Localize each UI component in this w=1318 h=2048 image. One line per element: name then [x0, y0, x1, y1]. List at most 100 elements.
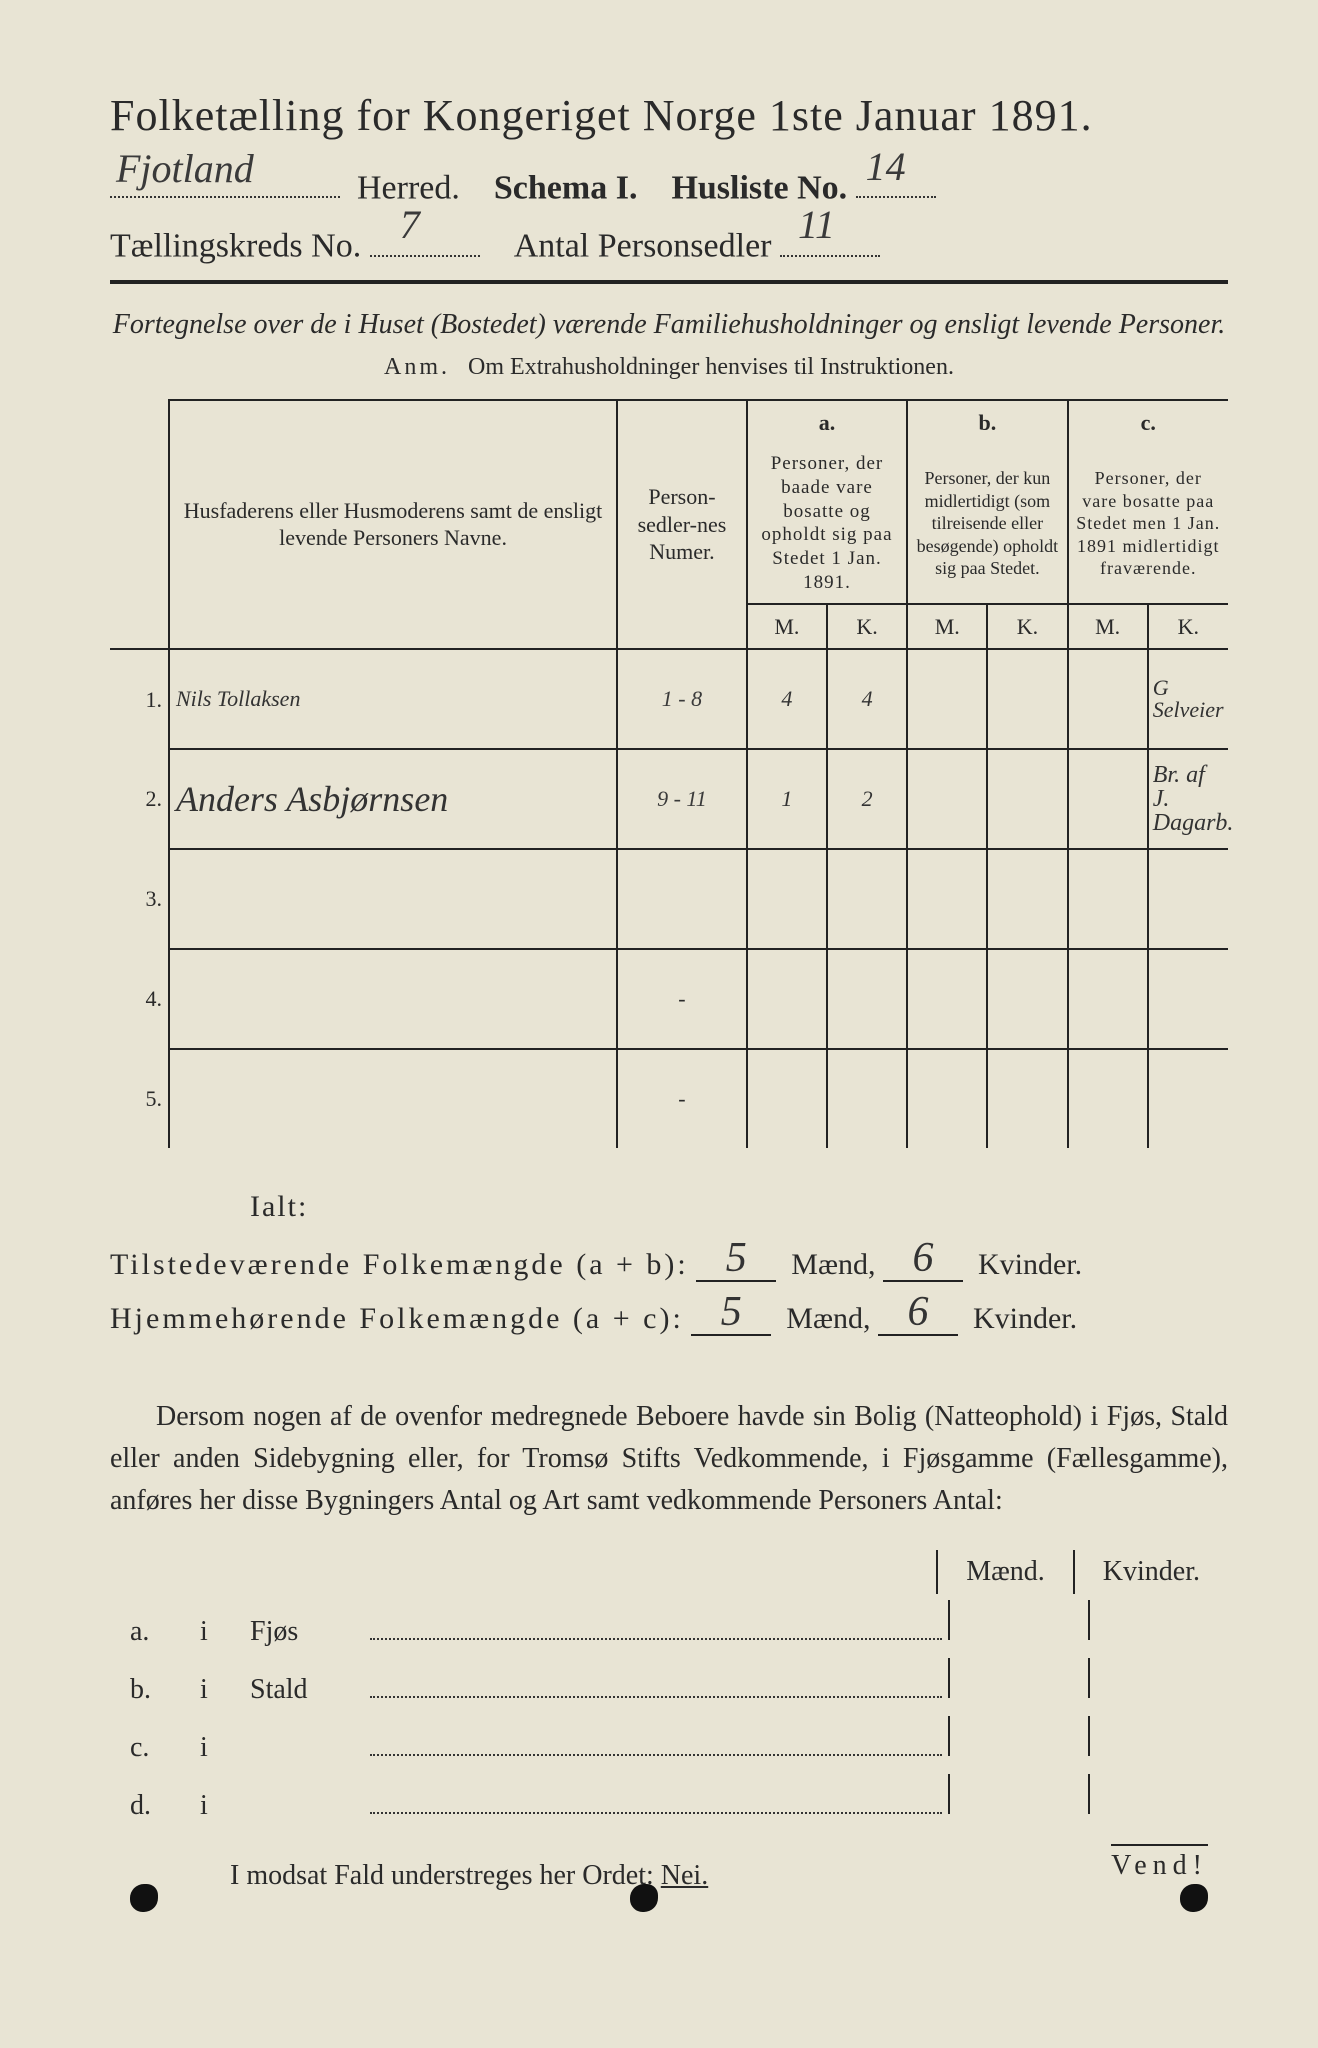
col-b-text: Personer, der kun midlertidigt (som tilr…	[907, 444, 1067, 604]
abcd-c-M	[948, 1716, 1088, 1756]
mk-maend: Mænd.	[936, 1550, 1073, 1594]
col-a-M: M.	[747, 604, 827, 650]
row-bK	[987, 649, 1067, 749]
anm-line: Anm. Om Extrahusholdninger henvises til …	[110, 354, 1228, 381]
modsat-line: I modsat Fald understreges her Ordet: Ne…	[110, 1860, 1228, 1892]
col-b-label: b.	[907, 400, 1067, 445]
tkreds-label: Tællingskreds No.	[110, 228, 361, 265]
abcd-c-K	[1088, 1716, 1228, 1756]
row-name: Anders Asbjørnsen	[169, 749, 617, 849]
kvinder-label: Kvinder.	[978, 1248, 1082, 1281]
row-idx: 2.	[110, 749, 169, 849]
abcd-d-lab: d.	[110, 1790, 200, 1822]
row-aK: 2	[827, 749, 907, 849]
abcd-a-M	[948, 1600, 1088, 1640]
tkreds-field: 7	[370, 217, 480, 256]
col-b-K: K.	[987, 604, 1067, 650]
hjemme-row: Hjemmehørende Folkemængde (a + c): 5 Mæn…	[110, 1292, 1228, 1336]
abcd-b-i: i	[200, 1674, 250, 1706]
divider-1	[110, 280, 1228, 284]
maend-label: Mænd,	[791, 1248, 875, 1281]
husliste-field: 14	[856, 159, 936, 198]
row-name: Nils Tollaksen	[169, 649, 617, 749]
abcd-a-cat: Fjøs	[250, 1616, 370, 1648]
modsat-text: I modsat Fald understreges her Ordet:	[230, 1860, 654, 1891]
abcd-row-d: d. i	[110, 1774, 1228, 1822]
abcd-d-i: i	[200, 1790, 250, 1822]
herred-value: Fjotland	[116, 145, 254, 192]
row-aM	[747, 949, 827, 1049]
col-a-text: Personer, der baade vare bosatte og opho…	[747, 444, 907, 604]
row-bK	[987, 949, 1067, 1049]
row-bK	[987, 849, 1067, 949]
kvinder-label-2: Kvinder.	[973, 1302, 1077, 1335]
table-row: 3.	[110, 849, 1228, 949]
table-row: 4. -	[110, 949, 1228, 1049]
row-numer: 1 - 8	[617, 649, 747, 749]
husliste-value: 14	[866, 143, 906, 190]
row-aK	[827, 849, 907, 949]
row-bM	[907, 1049, 987, 1148]
row-aM	[747, 1049, 827, 1148]
col-a-K: K.	[827, 604, 907, 650]
mk-header: Mænd. Kvinder.	[110, 1550, 1228, 1594]
vend-label: Vend!	[1111, 1844, 1208, 1882]
tkreds-value: 7	[400, 201, 420, 248]
row-bM	[907, 949, 987, 1049]
hjemme-label: Hjemmehørende Folkemængde (a + c):	[110, 1302, 684, 1335]
hjemme-K-field: 6	[878, 1292, 958, 1336]
row-bM	[907, 849, 987, 949]
row-idx: 3.	[110, 849, 169, 949]
antal-value: 11	[798, 201, 835, 248]
mk-kvinder: Kvinder.	[1073, 1550, 1228, 1594]
maend-label-2: Mænd,	[786, 1302, 870, 1335]
abcd-c-lab: c.	[110, 1732, 200, 1764]
header-line-3: Tællingskreds No. 7 Antal Personsedler 1…	[110, 217, 1228, 265]
row-idx: 5.	[110, 1049, 169, 1148]
col-idx-header	[110, 400, 169, 650]
abcd-a-K	[1088, 1600, 1228, 1640]
row-cM	[1068, 649, 1148, 749]
abcd-b-M	[948, 1658, 1088, 1698]
col-numer-text: Person-sedler-nes Numer.	[638, 484, 727, 564]
abcd-d-K	[1088, 1774, 1228, 1814]
row-bK	[987, 1049, 1067, 1148]
subtitle: Fortegnelse over de i Huset (Bostedet) v…	[110, 306, 1228, 344]
page-title: Folketælling for Kongeriget Norge 1ste J…	[110, 90, 1228, 141]
tilstede-K: 6	[912, 1235, 933, 1281]
row-idx: 1.	[110, 649, 169, 749]
row-numer	[617, 849, 747, 949]
antal-label: Antal Personsedler	[514, 228, 772, 265]
table-row: 5. -	[110, 1049, 1228, 1148]
row-note: Br. af J. Dagarb.	[1148, 749, 1228, 849]
col-names-text: Husfaderens eller Husmoderens samt de en…	[184, 498, 603, 551]
punch-mark-icon	[1180, 1884, 1208, 1912]
abcd-b-lab: b.	[110, 1674, 200, 1706]
col-numer-header: Person-sedler-nes Numer.	[617, 400, 747, 650]
col-c-label: c.	[1068, 400, 1228, 445]
anm-text: Om Extrahusholdninger henvises til Instr…	[468, 354, 954, 380]
antal-field: 11	[780, 217, 880, 256]
abcd-a-lab: a.	[110, 1616, 200, 1648]
table-body: 1. Nils Tollaksen 1 - 8 4 4 G Selveier 2…	[110, 649, 1228, 1148]
row-numer: -	[617, 949, 747, 1049]
row-cK	[1148, 949, 1228, 1049]
row-cM	[1068, 949, 1148, 1049]
row-name	[169, 949, 617, 1049]
tilstede-M-field: 5	[696, 1238, 776, 1282]
row-aM	[747, 849, 827, 949]
abcd-block: a. i Fjøs b. i Stald c. i d. i	[110, 1600, 1228, 1822]
abcd-a-dots	[370, 1610, 942, 1640]
totals-block: Ialt: Tilstedeværende Folkemængde (a + b…	[110, 1190, 1228, 1336]
col-c-K: K.	[1148, 604, 1228, 650]
census-table: Husfaderens eller Husmoderens samt de en…	[110, 399, 1228, 1149]
row-bM	[907, 649, 987, 749]
row-aM: 1	[747, 749, 827, 849]
hjemme-M: 5	[721, 1289, 742, 1335]
row-bM	[907, 749, 987, 849]
row-aM: 4	[747, 649, 827, 749]
row-note: G Selveier	[1148, 649, 1228, 749]
tilstede-K-field: 6	[883, 1238, 963, 1282]
row-bK	[987, 749, 1067, 849]
abcd-b-dots	[370, 1668, 942, 1698]
